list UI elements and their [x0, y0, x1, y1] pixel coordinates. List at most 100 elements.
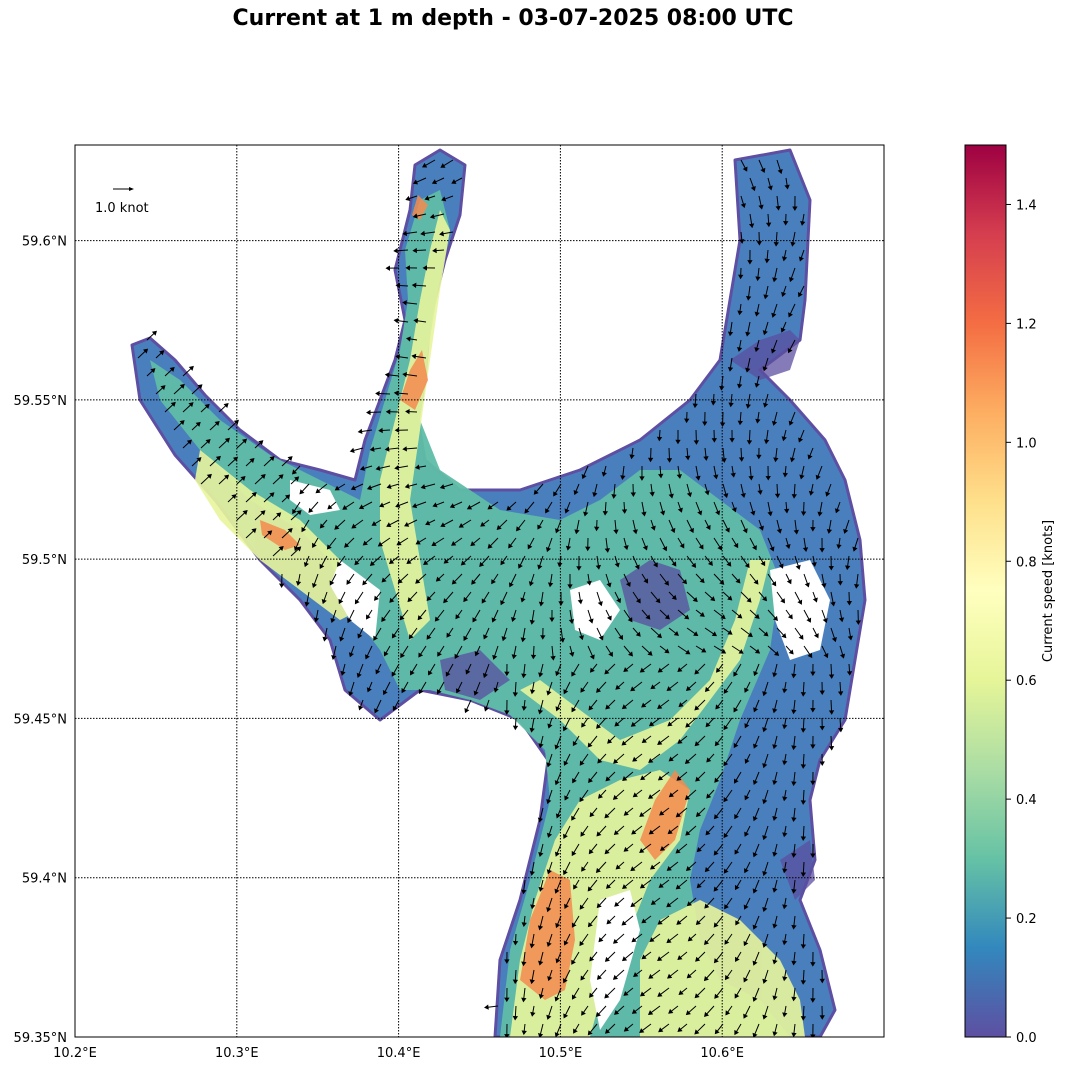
current-arrow	[417, 320, 427, 323]
current-arrow	[704, 447, 707, 458]
current-arrow	[605, 609, 610, 618]
current-arrowhead	[412, 503, 418, 509]
current-arrowhead	[589, 956, 595, 962]
current-arrowhead	[563, 833, 568, 839]
current-arrow	[793, 699, 796, 711]
current-arrow	[406, 231, 418, 234]
current-arrowhead	[723, 724, 729, 731]
current-arrow	[385, 645, 391, 654]
current-arrowhead	[724, 904, 729, 910]
current-arrow	[745, 681, 751, 690]
current-arrow	[641, 573, 647, 581]
current-arrowhead	[736, 346, 743, 352]
current-arrow	[318, 483, 328, 492]
current-arrowhead	[704, 490, 710, 496]
current-arrowhead	[811, 562, 817, 567]
current-arrow	[583, 465, 589, 476]
current-arrowhead	[567, 584, 573, 589]
current-arrowhead	[639, 883, 646, 889]
current-arrow	[600, 789, 607, 797]
current-arrowhead	[389, 597, 395, 603]
current-arrow	[476, 645, 481, 653]
current-arrowhead	[664, 614, 670, 620]
map-area[interactable]: 1.0 knot	[74, 144, 885, 1038]
current-arrow	[473, 537, 481, 544]
current-arrow	[406, 447, 418, 450]
current-arrowhead	[677, 667, 683, 673]
current-arrowhead	[598, 937, 604, 943]
current-arrow	[774, 987, 778, 997]
current-arrowhead	[631, 829, 637, 835]
current-arrow	[509, 501, 517, 509]
current-arrow	[582, 969, 589, 978]
current-arrow	[236, 478, 243, 485]
current-arrowhead	[440, 163, 446, 168]
current-arrow	[599, 753, 607, 761]
current-arrow	[514, 681, 517, 693]
current-arrow	[523, 663, 526, 675]
current-arrowhead	[713, 814, 719, 820]
current-arrow	[764, 681, 769, 693]
current-arrowhead	[854, 583, 860, 589]
current-arrowhead	[598, 635, 604, 641]
current-arrow	[749, 609, 758, 617]
current-arrow	[402, 645, 409, 656]
current-arrowhead	[563, 940, 569, 946]
current-arrow	[444, 195, 454, 200]
current-arrowhead	[251, 492, 257, 498]
current-arrowhead	[826, 529, 833, 534]
current-arrowhead	[267, 530, 273, 536]
current-arrow	[565, 753, 571, 763]
current-arrowhead	[402, 300, 407, 306]
current-arrow	[582, 825, 589, 834]
current-arrow	[668, 483, 672, 495]
current-arrowhead	[301, 526, 307, 533]
current-arrowhead	[682, 579, 688, 585]
current-arrowhead	[581, 866, 586, 872]
current-arrow	[310, 501, 319, 511]
current-arrowhead	[580, 831, 586, 837]
current-arrowhead	[777, 168, 783, 175]
current-arrowhead	[701, 647, 707, 653]
colorbar: 0.00.20.40.60.81.01.21.4 Current speed […	[964, 144, 1056, 1046]
current-arrowhead	[772, 672, 778, 678]
current-arrowhead	[819, 978, 825, 984]
current-arrow	[564, 717, 571, 729]
current-arrow	[532, 897, 535, 906]
current-arrow	[758, 195, 762, 206]
current-arrowhead	[676, 474, 682, 479]
current-arrow	[591, 951, 598, 959]
current-arrowhead	[694, 705, 700, 711]
current-arrowhead	[504, 1034, 510, 1037]
current-arrowhead	[772, 708, 778, 714]
current-arrow	[653, 681, 661, 688]
current-arrowhead	[656, 633, 662, 639]
current-arrowhead	[484, 1004, 489, 1010]
current-arrow	[775, 447, 778, 459]
current-arrowhead	[276, 512, 282, 518]
current-arrowhead	[791, 745, 797, 751]
current-arrowhead	[705, 830, 711, 836]
current-arrowhead	[381, 577, 387, 583]
current-arrow	[605, 537, 608, 549]
current-arrow	[706, 933, 715, 943]
current-arrowhead	[554, 888, 560, 894]
current-arrowhead	[810, 744, 816, 749]
current-arrowhead	[375, 465, 381, 471]
current-arrow	[713, 573, 722, 583]
current-arrow	[706, 897, 715, 907]
current-arrow	[745, 933, 751, 943]
current-arrowhead	[520, 637, 526, 643]
current-arrow	[548, 933, 553, 944]
current-arrowhead	[463, 596, 469, 603]
current-arrow	[727, 1005, 733, 1013]
current-arrow	[707, 717, 715, 725]
current-arrowhead	[677, 1027, 683, 1032]
current-arrowhead	[772, 959, 778, 965]
current-arrowhead	[402, 446, 407, 452]
current-arrow	[784, 789, 787, 798]
current-arrow	[746, 753, 751, 761]
current-arrow	[677, 645, 688, 653]
current-arrowhead	[650, 684, 656, 690]
current-arrow	[624, 915, 634, 924]
